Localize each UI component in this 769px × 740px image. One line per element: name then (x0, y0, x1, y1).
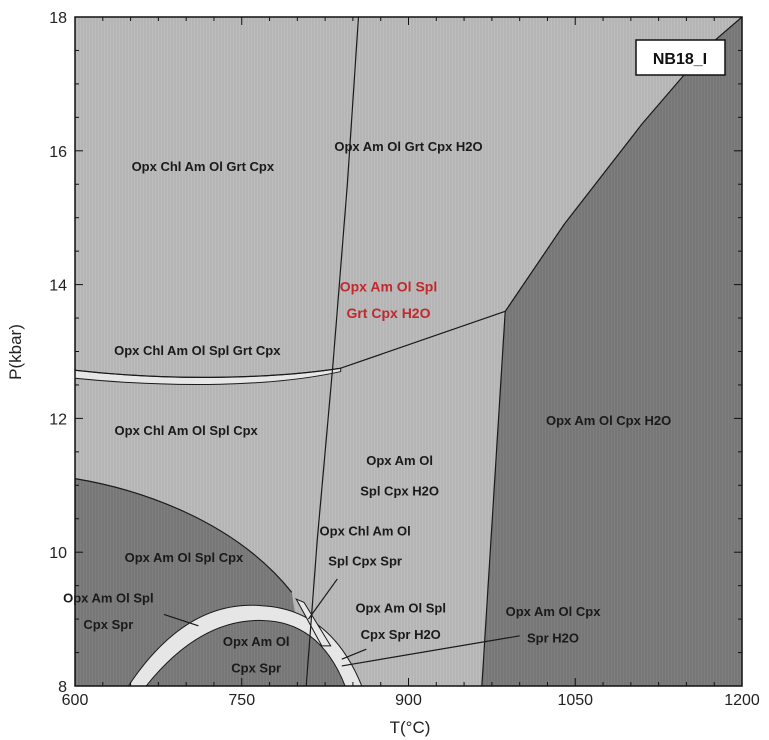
plot-frame: 600 750 900 1050 1200 8 10 12 14 16 18 (49, 10, 760, 709)
field-label-5: Opx Chl Am Ol Spl Cpx (115, 423, 259, 438)
field-label-6: Opx Am Ol Cpx H2O (546, 413, 671, 428)
boundary-grt-out-low (74, 310, 506, 378)
y-tick-label-18: 18 (49, 10, 67, 27)
field-label-7: Opx Am Ol (366, 453, 433, 468)
y-tick-label-12: 12 (49, 411, 67, 428)
field-label-15: Cpx Spr H2O (361, 627, 441, 642)
field-label-0: Opx Am Ol Grt Cpx H2O (334, 139, 482, 154)
boundary-spl-in (74, 478, 293, 593)
field-label-19: Cpx Spr (231, 661, 281, 676)
x-tick-label-750: 750 (228, 692, 255, 709)
field-label-16: Opx Am Ol Cpx (506, 604, 602, 619)
boundary-chl-out (305, 16, 360, 687)
sample-label: NB18_I (653, 51, 707, 68)
y-axis-title: P(kbar) (6, 324, 25, 380)
field-label-11: Spl Cpx Spr (328, 554, 402, 569)
field-label-10: Opx Chl Am Ol (320, 523, 411, 538)
field-label-12: Opx Am Ol Spl (63, 590, 154, 605)
x-tick-label-1200: 1200 (724, 692, 760, 709)
field-label-4: Opx Chl Am Ol Spl Grt Cpx (114, 343, 281, 358)
phase-boundaries (74, 16, 743, 687)
field-label-1: Opx Chl Am Ol Grt Cpx (132, 159, 275, 174)
field-label-3: Grt Cpx H2O (346, 305, 430, 321)
field-label-18: Opx Am Ol (223, 634, 290, 649)
stability-fields (74, 17, 742, 687)
inner-arc-field (145, 619, 346, 687)
sample-label-box: NB18_I (635, 39, 726, 76)
y-tick-label-16: 16 (49, 144, 67, 161)
field-label-14: Opx Am Ol Spl (355, 600, 446, 615)
x-axis-title: T(°C) (390, 718, 431, 737)
leader-spl-cpx-spr (163, 613, 199, 627)
dark-field-high-temperature (481, 17, 742, 686)
field-label-9: Opx Am Ol Spl Cpx (125, 550, 244, 565)
y-tick-label-8: 8 (58, 679, 67, 696)
sliver-field-low-pressure (295, 597, 332, 647)
leader-chl-sliver (307, 578, 338, 620)
y-tick-label-14: 14 (49, 278, 67, 295)
field-label-8: Spl Cpx H2O (360, 483, 439, 498)
y-tick-label-10: 10 (49, 545, 67, 562)
field-label-17: Spr H2O (527, 631, 579, 646)
x-tick-label-1050: 1050 (557, 692, 593, 709)
field-label-2: Opx Am Ol Spl (340, 278, 438, 294)
field-labels: Opx Am Ol Grt Cpx H2O Opx Chl Am Ol Grt C… (63, 139, 671, 676)
leader-spl-cpx-spr-h2o (341, 648, 367, 660)
sample-label-frame (635, 39, 726, 76)
x-tick-label-900: 900 (395, 692, 422, 709)
field-label-13: Cpx Spr (83, 617, 133, 632)
x-tick-label-600: 600 (62, 692, 89, 709)
leader-cpx-spr-h2o (341, 635, 520, 667)
